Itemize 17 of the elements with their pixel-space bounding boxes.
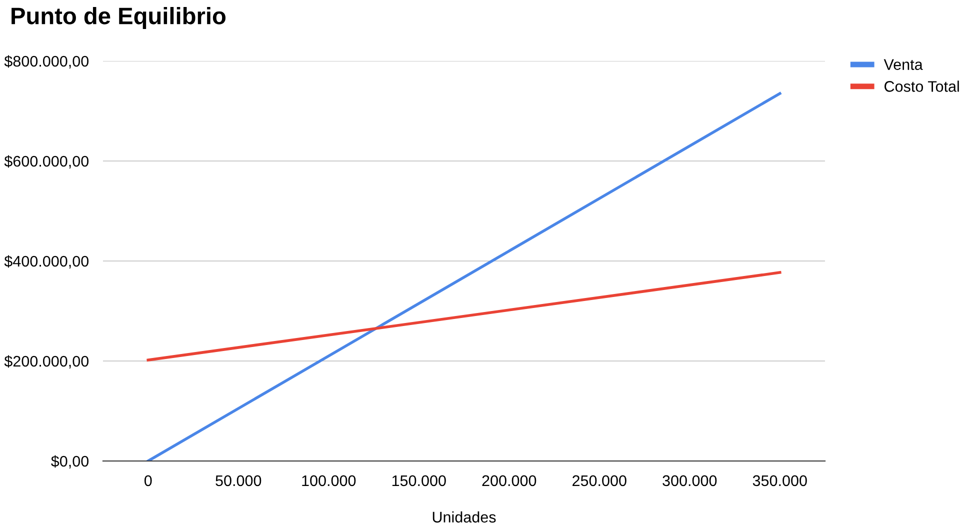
x-tick-label: 100.000 [302, 475, 356, 486]
y-tick-label: $400.000,00 [4, 255, 89, 268]
x-tick-label: 200.000 [482, 475, 536, 486]
x-tick-label: 0 [144, 475, 152, 486]
legend-label: Costo Total [884, 80, 959, 92]
y-tick-label: $800.000,00 [4, 55, 89, 68]
x-tick-label: 50.000 [216, 475, 262, 486]
x-axis-title: Unidades [432, 511, 496, 523]
y-tick-label: $600.000,00 [4, 155, 89, 168]
x-tick-label: 150.000 [392, 475, 446, 486]
y-tick-label: $0,00 [51, 455, 89, 468]
x-tick-label: 250.000 [572, 475, 626, 486]
y-tick-label: $200.000,00 [4, 355, 89, 368]
legend-label: Venta [884, 59, 923, 70]
x-tick-label: 300.000 [662, 475, 717, 486]
x-tick-label: 350.000 [752, 475, 807, 486]
chart-title: Punto de Equilibrio [12, 6, 226, 30]
